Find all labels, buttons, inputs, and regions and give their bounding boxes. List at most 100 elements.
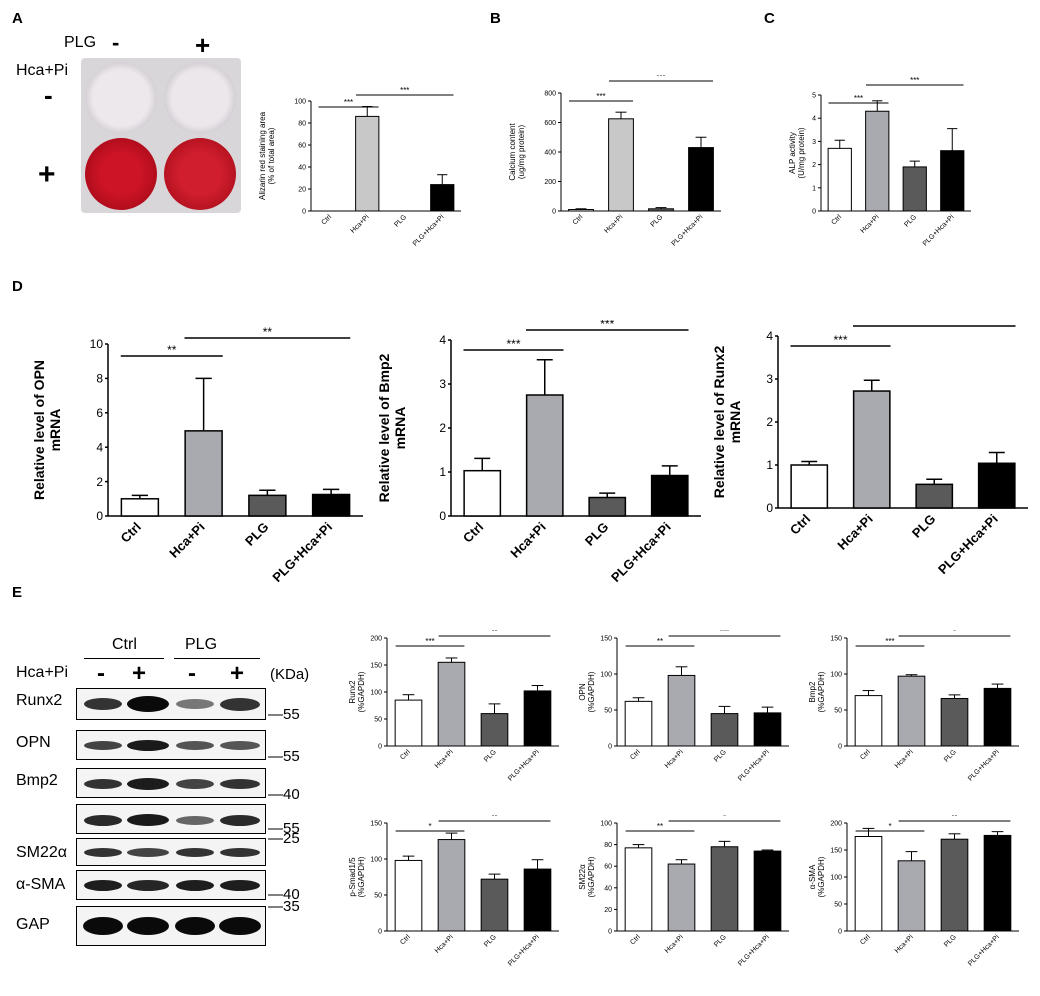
blot-marker-gapdh: —35 [268,898,300,915]
chart-e-bmp2: 0 50 100 150 Bmp2(%GAPDH) Ctrl Hca+Pi PLG PLG+Hc… [808,630,1019,783]
chart-e-opn: 0 50 100 150 OPN(%GAPDH) Ctrl Hca+Pi PLG PLG+Hca… [578,630,789,783]
chart-b-xtick-label-0: Ctrl [572,213,585,226]
chart-d3-ylabel: Relative level of Runx2mRNA [711,346,743,499]
chart-e3-sig-label-1: * [953,630,956,636]
blot-row-label-runx2: Runx2 [16,692,63,709]
blot-marker-bmp2: —40 [268,786,300,803]
blot-marker-psmad: —55 [268,820,300,837]
chart-e6-bar-1 [897,860,926,932]
chart-d3-sig-label-0: *** [833,333,847,347]
chart-e5-ytick-label-1: 20 [604,907,612,914]
panel-letter-b: B [490,10,501,27]
chart-b-xtick-label-1: Hca+Pi [603,213,624,234]
chart-d3-ytick-label-2: 2 [766,415,773,429]
chart-c-ylabel-line-0: ALP activity [788,132,797,174]
chart-d2-sig-label-1: *** [600,320,614,331]
chart-e3-ytick-label-2: 100 [830,671,842,678]
chart-e4-ylabel-line-1: (%GAPDH) [357,856,366,897]
chart-c: 0 1 2 3 4 5 ALP activity(U/mg protein) Ctrl Hca+… [788,76,971,248]
chart-d1-xtick-label-2: PLG [242,519,272,549]
chart-e1-ytick-label-0: 0 [378,743,382,750]
chart-d1-xtick-label-3: PLG+Hca+Pi [269,519,335,585]
chart-d2-ylabel-line-1: mRNA [392,407,408,450]
chart-b-ytick-label-1: 200 [544,179,556,186]
plate-plg-label: PLG [64,34,97,51]
chart-d1-ytick-label-4: 8 [96,372,103,386]
chart-e3-ylabel-line-0: Bmp2 [808,681,817,702]
chart-c-xtick-label-2: PLG [903,214,918,229]
chart-b-sig-label-0: *** [596,92,605,101]
chart-d2-sig-label-0: *** [506,337,520,351]
blot-marker-asma: —40 [268,886,300,903]
chart-d3-xtick-label-2: PLG [909,511,939,541]
chart-d2-ytick-label-4: 4 [439,333,446,347]
chart-d1-ytick-label-1: 2 [96,475,103,489]
chart-d2-xtick-label-1: Hca+Pi [507,519,549,561]
blot-strip-runx2 [76,688,266,720]
alizarin-plate-image [81,58,241,213]
chart-e5-ylabel-line-1: (%GAPDH) [587,856,596,897]
chart-e4-ytick-label-1: 50 [374,892,382,899]
chart-b-ytick-label-2: 400 [544,149,556,156]
chart-d1-sig-label-0: ** [167,343,177,357]
chart-e2-ytick-label-3: 150 [600,635,612,642]
chart-a-ytick-label-3: 60 [298,142,306,149]
chart-a-ylabel: Alizarin red staining area(% of total ar… [258,111,276,200]
chart-b-xtick-label-2: PLG [650,214,665,229]
chart-b-ytick-label-4: 800 [544,90,556,97]
chart-e5-ytick-label-2: 40 [604,885,612,892]
chart-e5-ylabel: SM22α(%GAPDH) [578,856,596,897]
chart-d3-bar-3 [977,462,1016,509]
chart-e4-xtick-label-2: PLG [483,934,498,949]
chart-e6-bar-2 [940,838,969,932]
chart-e1-ytick-label-1: 50 [374,716,382,723]
blot-lane-4: + [230,660,245,687]
chart-e6-sig-label-0: * [888,822,891,831]
chart-e5-ytick-label-5: 100 [600,820,612,827]
chart-d2-bar-1 [525,394,564,517]
chart-e1-xtick-label-0: Ctrl [399,748,412,761]
blot-marker-runx2: —55 [268,706,300,723]
chart-e3-ylabel: Bmp2(%GAPDH) [808,671,826,712]
chart-d2-ylabel: Relative level of Bmp2mRNA [376,353,408,502]
chart-d-runx2: 0 1 2 3 4 Relative level of Runx2mRNA Ctrl Hca+… [711,320,1028,577]
chart-d1-xtick-label-1: Hca+Pi [166,519,208,561]
chart-d2-xtick-label-0: Ctrl [460,519,486,545]
chart-e5-ytick-label-0: 0 [608,928,612,935]
chart-d3-bar-1 [852,390,891,509]
chart-e2-bar-0 [624,700,653,747]
chart-e5-xtick-label-0: Ctrl [629,933,642,946]
chart-a-ytick-label-1: 20 [298,186,306,193]
chart-e2-ytick-label-2: 100 [600,671,612,678]
chart-c-ytick-label-4: 4 [812,116,816,123]
well-hca [85,138,157,210]
plate-col-plus: + [195,30,211,60]
chart-e4-sig-label-1: ** [491,815,497,821]
chart-c-ytick-label-1: 1 [812,185,816,192]
chart-d3-sig-label-1: *** [927,320,941,327]
chart-a-ytick-label-2: 40 [298,164,306,171]
chart-b-sig-label-1: *** [656,75,665,81]
chart-e5-ylabel-line-0: SM22α [578,864,587,890]
chart-e5-bar-0 [624,847,653,932]
chart-a-xtick-label-2: PLG [393,214,408,229]
blot-hca-label: Hca+Pi [16,664,69,681]
chart-e-sm22a: 0 20 40 60 80 100 SM22α(%GAPDH) Ctrl Hca+Pi PLG PL… [578,815,789,968]
plate-hca-label: Hca+Pi [16,62,69,79]
blot-row-label-bmp2: Bmp2 [16,772,58,789]
chart-e1-sig-label-0: *** [425,637,434,646]
chart-e6-ytick-label-0: 0 [838,928,842,935]
chart-c-sig-label-0: *** [854,94,863,103]
chart-e3-ytick-label-0: 0 [838,743,842,750]
chart-c-bar-1 [865,110,890,212]
chart-d1-ylabel-line-0: Relative level of OPN [31,360,47,500]
well-plg-hca [164,138,236,210]
blot-plg-line [174,658,260,659]
chart-e4-xtick-label-0: Ctrl [399,933,412,946]
chart-e5-xtick-label-3: PLG+Hca+Pi [737,933,771,967]
chart-e5-xtick-label-2: PLG [713,934,728,949]
chart-d1-ytick-label-5: 10 [90,337,104,351]
chart-e3-bar-0 [854,695,883,747]
chart-d3-xtick-label-0: Ctrl [787,511,813,537]
chart-e3-bar-1 [897,675,926,747]
